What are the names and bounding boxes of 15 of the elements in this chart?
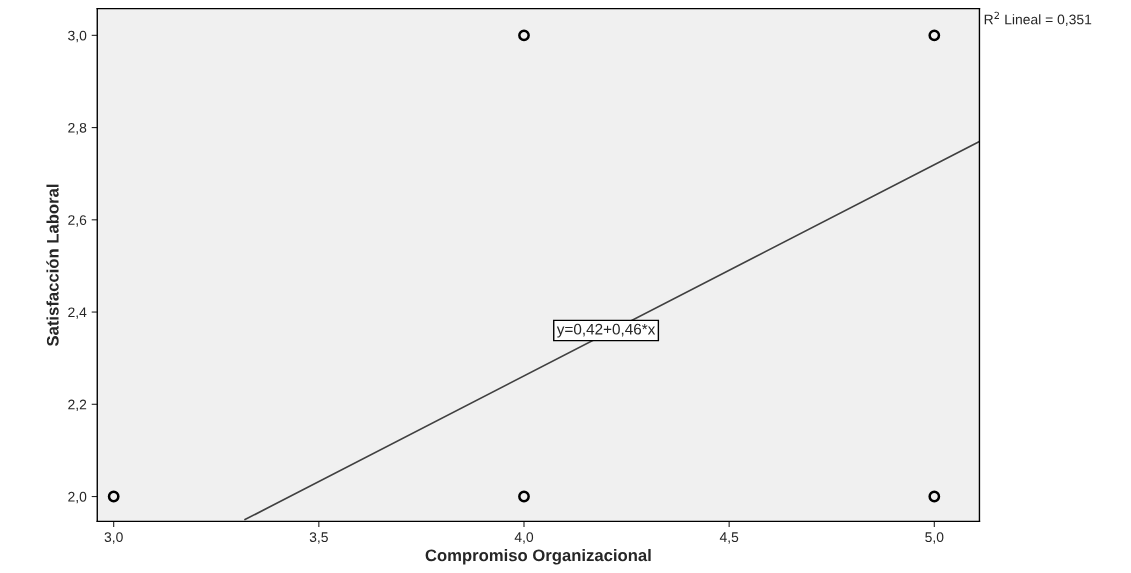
- y-tick-label: 2,6: [68, 215, 87, 227]
- y-tick-label: 2,8: [68, 122, 87, 135]
- x-tick-label: 3,5: [309, 532, 328, 544]
- text: R$^{2}$ Lineal = 0,351: [984, 11, 1092, 26]
- x-axis-title: Compromiso Organizacional: [425, 548, 651, 565]
- annotation: y=0,42+0,46*x: [556, 323, 656, 338]
- x-tick-label: 4,5: [719, 532, 739, 544]
- x-tick-label: 3,0: [104, 532, 123, 544]
- y-tick-label: 3,0: [68, 30, 87, 43]
- x-tick-label: 4,0: [514, 532, 534, 544]
- x-tick-label: 5,0: [925, 532, 944, 544]
- y-tick-label: 2,4: [68, 307, 87, 319]
- y-axis-title: Satisfacción Laboral: [46, 184, 59, 347]
- y-tick-label: 2,2: [68, 399, 87, 412]
- y-tick-label: 2,0: [68, 491, 87, 504]
